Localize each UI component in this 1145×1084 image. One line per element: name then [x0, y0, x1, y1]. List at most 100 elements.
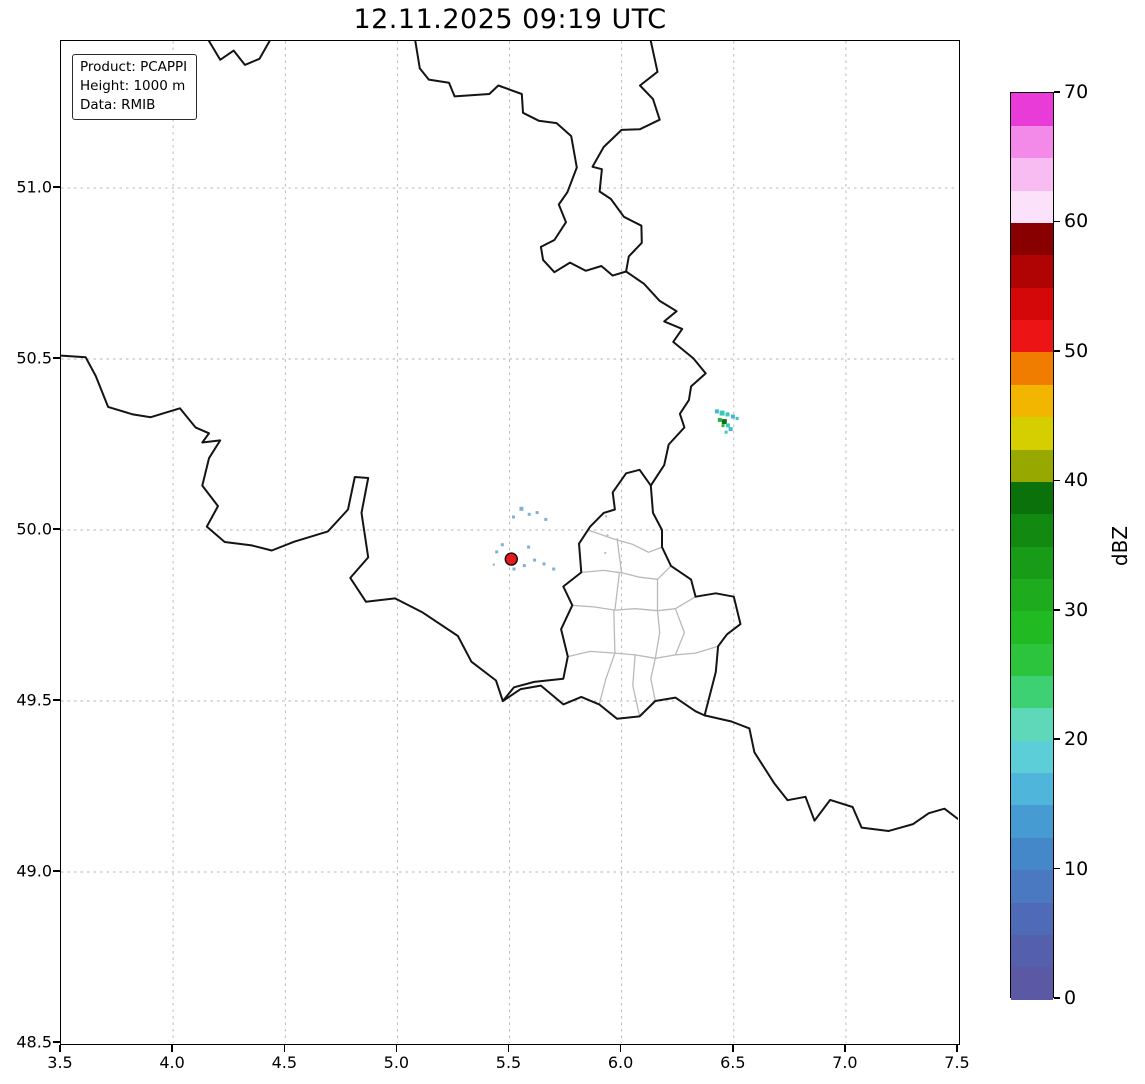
- colorbar-segment: [1011, 578, 1053, 612]
- colorbar-segment: [1011, 416, 1053, 450]
- country-border-line: [591, 41, 661, 273]
- x-tick-label: 5.0: [383, 1053, 410, 1072]
- info-box: Product: PCAPPI Height: 1000 m Data: RMI…: [72, 54, 198, 120]
- colorbar: [1010, 92, 1054, 1000]
- radar-echo: [735, 417, 739, 420]
- radar-echo: [725, 412, 730, 417]
- colorbar-tick-label: 30: [1064, 598, 1089, 621]
- info-data: Data: RMIB: [80, 96, 156, 113]
- radar-echo: [721, 424, 725, 428]
- colorbar-segment: [1011, 481, 1053, 515]
- x-tick-label: 6.5: [720, 1053, 746, 1072]
- region-border-line: [567, 645, 719, 659]
- colorbar-segment: [1011, 546, 1053, 579]
- y-tick-mark: [53, 699, 60, 701]
- colorbar-segment: [1011, 384, 1053, 418]
- colorbar-segment: [1011, 190, 1053, 224]
- colorbar-segment: [1011, 643, 1053, 677]
- y-tick-label: 49.0: [16, 861, 52, 881]
- x-tick-label: 7.5: [944, 1053, 970, 1072]
- region-border-line: [571, 596, 697, 612]
- radar-echo: [714, 409, 719, 414]
- country-border-line: [703, 714, 958, 832]
- colorbar-tick-label: 70: [1064, 81, 1089, 103]
- y-tick-label: 50.0: [16, 519, 52, 539]
- radar-echo: [717, 417, 722, 422]
- x-tick-label: 4.0: [159, 1053, 185, 1072]
- region-border-line: [587, 529, 663, 553]
- y-tick-mark: [53, 186, 60, 188]
- colorbar-segment: [1011, 93, 1053, 126]
- y-tick-mark: [53, 870, 60, 872]
- country-border-line: [501, 684, 706, 720]
- radar-echo: [606, 534, 609, 537]
- x-tick-mark: [732, 1045, 734, 1052]
- x-tick-mark: [507, 1045, 510, 1052]
- colorbar-tick-mark: [1054, 738, 1060, 740]
- region-border-line: [650, 657, 656, 702]
- radar-echo: [724, 430, 728, 434]
- colorbar-segment: [1011, 319, 1053, 353]
- colorbar-segment: [1011, 675, 1053, 709]
- colorbar-segment: [1011, 610, 1053, 644]
- radar-echo: [535, 511, 539, 515]
- country-border-line: [414, 41, 628, 277]
- colorbar-tick-label: 0: [1064, 987, 1077, 1009]
- colorbar-segment: [1011, 837, 1053, 871]
- map-plot: Product: PCAPPI Height: 1000 m Data: RMI…: [60, 40, 960, 1045]
- x-tick-label: 5.5: [495, 1053, 522, 1072]
- radar-echo: [604, 515, 607, 518]
- colorbar-tick-label: 10: [1064, 857, 1089, 880]
- radar-echo: [495, 550, 499, 554]
- country-border-line: [649, 484, 742, 717]
- colorbar-label: dBZ: [1108, 525, 1132, 567]
- colorbar-tick-mark: [1054, 91, 1060, 93]
- colorbar-tick-label: 50: [1064, 339, 1089, 362]
- info-height: Height: 1000 m: [80, 77, 186, 94]
- radar-echo: [730, 414, 735, 419]
- radar-echo: [728, 427, 733, 432]
- colorbar-segment: [1011, 740, 1053, 774]
- country-border-line: [625, 270, 707, 487]
- region-border-line: [580, 565, 672, 580]
- radar-echo: [500, 543, 504, 547]
- region-border-line: [632, 654, 641, 718]
- y-tick-label: 49.5: [16, 690, 52, 710]
- y-tick-mark: [53, 528, 60, 530]
- radar-echo: [519, 506, 524, 511]
- colorbar-segment: [1011, 513, 1053, 547]
- colorbar-segment: [1011, 287, 1053, 321]
- radar-echo: [512, 515, 515, 519]
- radar-echo: [527, 512, 531, 516]
- colorbar-tick-mark: [1054, 997, 1060, 999]
- colorbar-tick-label: 60: [1064, 210, 1089, 233]
- x-tick-mark: [619, 1045, 622, 1052]
- radar-echo: [725, 423, 730, 428]
- colorbar-segment: [1011, 222, 1053, 256]
- colorbar-segment: [1011, 254, 1053, 288]
- region-border-line: [613, 609, 616, 654]
- colorbar-segment: [1011, 901, 1053, 935]
- country-border-line: [61, 354, 504, 702]
- colorbar-tick-label: 20: [1064, 728, 1089, 751]
- x-tick-label: 7.0: [832, 1053, 858, 1072]
- country-border-line: [501, 468, 652, 702]
- region-border-line: [654, 610, 661, 659]
- x-tick-mark: [59, 1045, 61, 1052]
- x-tick-label: 3.5: [47, 1053, 73, 1072]
- x-tick-mark: [395, 1045, 398, 1052]
- figure-title: 12.11.2025 09:19 UTC: [353, 4, 667, 35]
- colorbar-segment: [1011, 157, 1053, 191]
- colorbar-segment: [1011, 351, 1053, 385]
- radar-site-marker: [504, 552, 518, 566]
- colorbar-segment: [1011, 772, 1053, 806]
- colorbar-segment: [1011, 707, 1053, 741]
- region-border-line: [616, 537, 623, 574]
- colorbar-segment: [1011, 966, 1053, 1000]
- y-tick-label: 48.5: [16, 1032, 52, 1052]
- colorbar-tick-label: 40: [1064, 469, 1089, 492]
- colorbar-tick-mark: [1054, 479, 1060, 481]
- x-tick-label: 6.0: [607, 1053, 634, 1072]
- radar-echo: [512, 567, 516, 571]
